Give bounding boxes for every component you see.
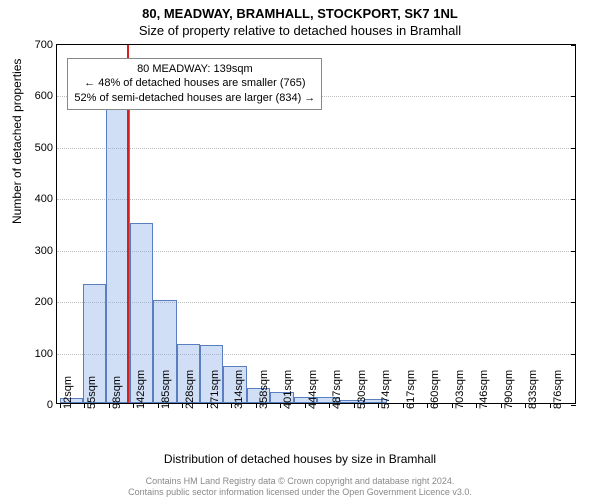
- x-tick-label: 617sqm: [405, 370, 417, 409]
- x-tick-label: 833sqm: [527, 370, 539, 409]
- x-tick-mark: [133, 403, 134, 408]
- x-tick-mark: [182, 403, 183, 408]
- annotation-line-2: ← 48% of detached houses are smaller (76…: [74, 76, 315, 91]
- chart-title-main: 80, MEADWAY, BRAMHALL, STOCKPORT, SK7 1N…: [0, 0, 600, 21]
- y-tick-label: 700: [35, 39, 53, 51]
- y-tick-mark: [571, 302, 576, 303]
- x-tick-mark: [452, 403, 453, 408]
- x-tick-label: 876sqm: [552, 370, 564, 409]
- annotation-box: 80 MEADWAY: 139sqm← 48% of detached hous…: [67, 58, 322, 111]
- x-tick-mark: [354, 403, 355, 408]
- y-axis-label: Number of detached properties: [10, 59, 24, 224]
- footer-line-1: Contains HM Land Registry data © Crown c…: [0, 476, 600, 487]
- x-tick-label: 401sqm: [282, 370, 294, 409]
- annotation-line-3: 52% of semi-detached houses are larger (…: [74, 91, 315, 106]
- x-tick-mark: [207, 403, 208, 408]
- x-tick-label: 185sqm: [160, 370, 172, 409]
- x-tick-label: 746sqm: [478, 370, 490, 409]
- y-tick-label: 600: [35, 90, 53, 102]
- footer-attribution: Contains HM Land Registry data © Crown c…: [0, 476, 600, 499]
- y-tick-mark: [571, 148, 576, 149]
- x-tick-mark: [550, 403, 551, 408]
- y-tick-mark: [571, 96, 576, 97]
- x-tick-label: 790sqm: [503, 370, 515, 409]
- y-tick-label: 400: [35, 193, 53, 205]
- x-tick-label: 660sqm: [429, 370, 441, 409]
- y-tick-mark: [571, 251, 576, 252]
- x-tick-mark: [158, 403, 159, 408]
- x-tick-mark: [501, 403, 502, 408]
- x-tick-label: 228sqm: [184, 370, 196, 409]
- x-tick-label: 574sqm: [380, 370, 392, 409]
- y-tick-mark: [571, 199, 576, 200]
- x-tick-label: 703sqm: [454, 370, 466, 409]
- x-tick-label: 487sqm: [331, 370, 343, 409]
- y-tick-mark: [571, 354, 576, 355]
- x-axis-label: Distribution of detached houses by size …: [0, 452, 600, 466]
- x-tick-mark: [60, 403, 61, 408]
- y-tick-mark: [571, 45, 576, 46]
- y-tick-label: 200: [35, 296, 53, 308]
- chart-title-sub: Size of property relative to detached ho…: [0, 23, 600, 38]
- histogram-plot-area: 010020030040050060070012sqm55sqm98sqm142…: [56, 44, 576, 404]
- x-tick-label: 98sqm: [111, 376, 123, 409]
- x-tick-label: 530sqm: [356, 370, 368, 409]
- gridline: [57, 148, 575, 149]
- y-tick-label: 300: [35, 245, 53, 257]
- gridline: [57, 199, 575, 200]
- x-tick-mark: [84, 403, 85, 408]
- x-tick-label: 444sqm: [307, 370, 319, 409]
- x-tick-label: 358sqm: [258, 370, 270, 409]
- x-tick-mark: [256, 403, 257, 408]
- x-tick-label: 12sqm: [62, 376, 74, 409]
- y-tick-mark: [571, 405, 576, 406]
- y-tick-label: 500: [35, 142, 53, 154]
- x-tick-label: 271sqm: [209, 370, 221, 409]
- annotation-line-1: 80 MEADWAY: 139sqm: [74, 62, 315, 77]
- footer-line-2: Contains public sector information licen…: [0, 487, 600, 498]
- x-tick-label: 142sqm: [135, 370, 147, 409]
- y-tick-label: 100: [35, 348, 53, 360]
- x-tick-mark: [305, 403, 306, 408]
- x-tick-label: 314sqm: [233, 370, 245, 409]
- x-tick-label: 55sqm: [86, 376, 98, 409]
- y-tick-label: 0: [47, 399, 53, 411]
- x-tick-mark: [403, 403, 404, 408]
- x-tick-mark: [109, 403, 110, 408]
